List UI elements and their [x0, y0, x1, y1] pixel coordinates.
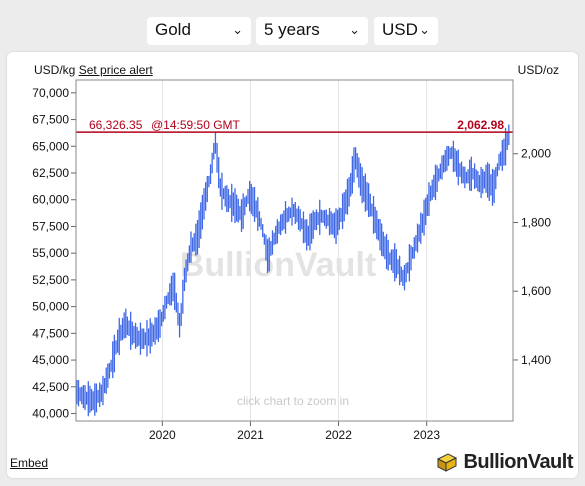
left-tick-label: 52,500 [32, 273, 69, 287]
bullionvault-logo[interactable]: BullionVault [435, 449, 573, 475]
chevron-down-icon: ⌄ [419, 22, 430, 37]
left-tick-label: 42,500 [32, 380, 69, 394]
metal-select[interactable]: Gold ⌄ [147, 17, 251, 45]
watermark: BullionVault [180, 246, 376, 284]
left-tick-label: 62,500 [32, 166, 69, 180]
left-tick-label: 40,000 [32, 407, 69, 421]
x-tick-label: 2022 [325, 428, 352, 442]
left-axis-unit: USD/kg [34, 63, 76, 77]
left-tick-label: 47,500 [32, 326, 69, 340]
zoom-hint: click chart to zoom in [237, 394, 349, 408]
left-tick-label: 70,000 [32, 86, 69, 100]
chart-panel [7, 52, 578, 478]
brand-name: BullionVault [463, 450, 573, 473]
currency-select-value: USD [382, 20, 418, 39]
right-axis-unit: USD/oz [517, 63, 559, 77]
x-tick-label: 2021 [237, 428, 264, 442]
x-tick-label: 2023 [413, 428, 440, 442]
chevron-down-icon: ⌄ [232, 22, 243, 37]
metal-select-value: Gold [155, 20, 191, 39]
gold-bar-icon [437, 453, 458, 472]
left-tick-label: 57,500 [32, 219, 69, 233]
left-tick-label: 65,000 [32, 139, 69, 153]
left-tick-label: 45,000 [32, 353, 69, 367]
x-tick-label: 2020 [149, 428, 176, 442]
controls-bar: Gold ⌄ 5 years ⌄ USD ⌄ [0, 0, 585, 58]
period-select-value: 5 years [264, 20, 320, 39]
left-tick-label: 60,000 [32, 193, 69, 207]
currency-select[interactable]: USD ⌄ [374, 17, 438, 45]
right-tick-label: 1,400 [521, 353, 551, 367]
set-price-alert-link[interactable]: Set price alert [78, 63, 153, 77]
gridlines [161, 80, 428, 421]
right-tick-label: 1,800 [521, 215, 551, 229]
series-gold-price [76, 124, 510, 417]
left-tick-label: 55,000 [32, 246, 69, 260]
chevron-down-icon: ⌄ [349, 22, 360, 37]
current-price-kg: 66,326.35 [89, 118, 143, 132]
right-tick-label: 1,600 [521, 284, 551, 298]
current-price-oz: 2,062.98 [457, 118, 504, 132]
left-axis-header: USD/kg Set price alert [34, 63, 153, 77]
plot-frame [75, 79, 514, 422]
left-tick-label: 50,000 [32, 300, 69, 314]
embed-link[interactable]: Embed [10, 456, 49, 470]
left-tick-label: 67,500 [32, 113, 69, 127]
axis-ticks: 2020 2021 2022 2023 40,000 42,500 45,000 47,500… [32, 86, 551, 442]
period-select[interactable]: 5 years ⌄ [256, 17, 368, 45]
current-price-timestamp: @14:59:50 GMT [151, 118, 241, 132]
right-tick-label: 2,000 [521, 147, 551, 161]
